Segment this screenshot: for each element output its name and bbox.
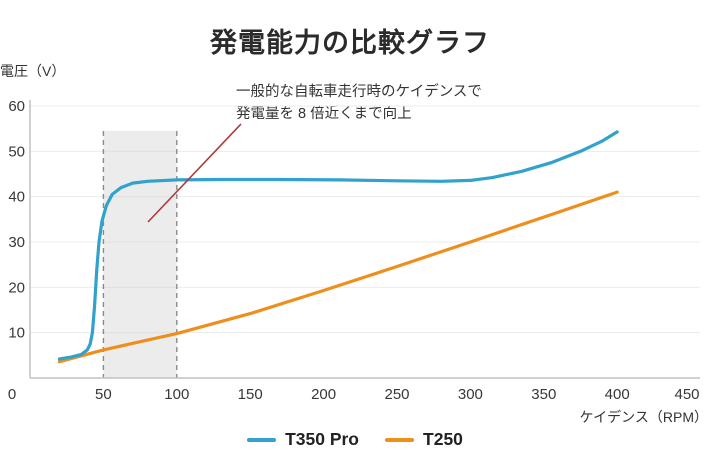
annotation-line-2: 発電量を 8 倍近くまで向上: [236, 106, 412, 122]
y-axis-label: 電圧（V）: [0, 63, 66, 79]
x-tick-label: 100: [164, 386, 189, 403]
x-tick-label: 400: [605, 386, 630, 403]
x-tick-label: 0: [8, 386, 16, 403]
annotation-text: 一般的な自転車走行時のケイデンスで 発電量を 8 倍近くまで向上: [236, 81, 482, 125]
legend-item-t350-pro: T350 Pro: [247, 429, 359, 450]
annotation-pointer-line: [147, 123, 242, 223]
legend-label-t250: T250: [423, 429, 463, 449]
y-tick-label: 20: [8, 279, 25, 296]
x-axis-label: ケイデンス（RPM）: [579, 409, 708, 425]
x-tick-label: 450: [674, 386, 699, 403]
y-tick-label: 60: [8, 98, 25, 115]
x-tick-label: 200: [311, 386, 336, 403]
chart-title: 発電能力の比較グラフ: [210, 28, 490, 58]
x-tick-label: 350: [531, 386, 556, 403]
y-tick-label: 30: [8, 234, 25, 251]
y-tick-label: 50: [8, 143, 25, 160]
legend-label-t350-pro: T350 Pro: [285, 429, 360, 449]
legend-swatch-t350-pro: [247, 437, 277, 442]
legend-swatch-t250: [385, 437, 415, 442]
series-line-t350-pro: [57, 130, 619, 361]
series-line-t250: [57, 190, 619, 364]
legend-item-t250: T250: [385, 429, 463, 450]
x-tick-label: 300: [458, 386, 483, 403]
x-tick-label: 250: [384, 386, 409, 403]
legend: T350 Pro T250: [0, 429, 710, 450]
x-tick-label: 50: [95, 386, 112, 403]
annotation-line-1: 一般的な自転車走行時のケイデンスで: [236, 84, 482, 100]
y-tick-label: 40: [8, 189, 25, 206]
y-tick-label: 10: [8, 325, 25, 342]
x-tick-label: 150: [238, 386, 263, 403]
